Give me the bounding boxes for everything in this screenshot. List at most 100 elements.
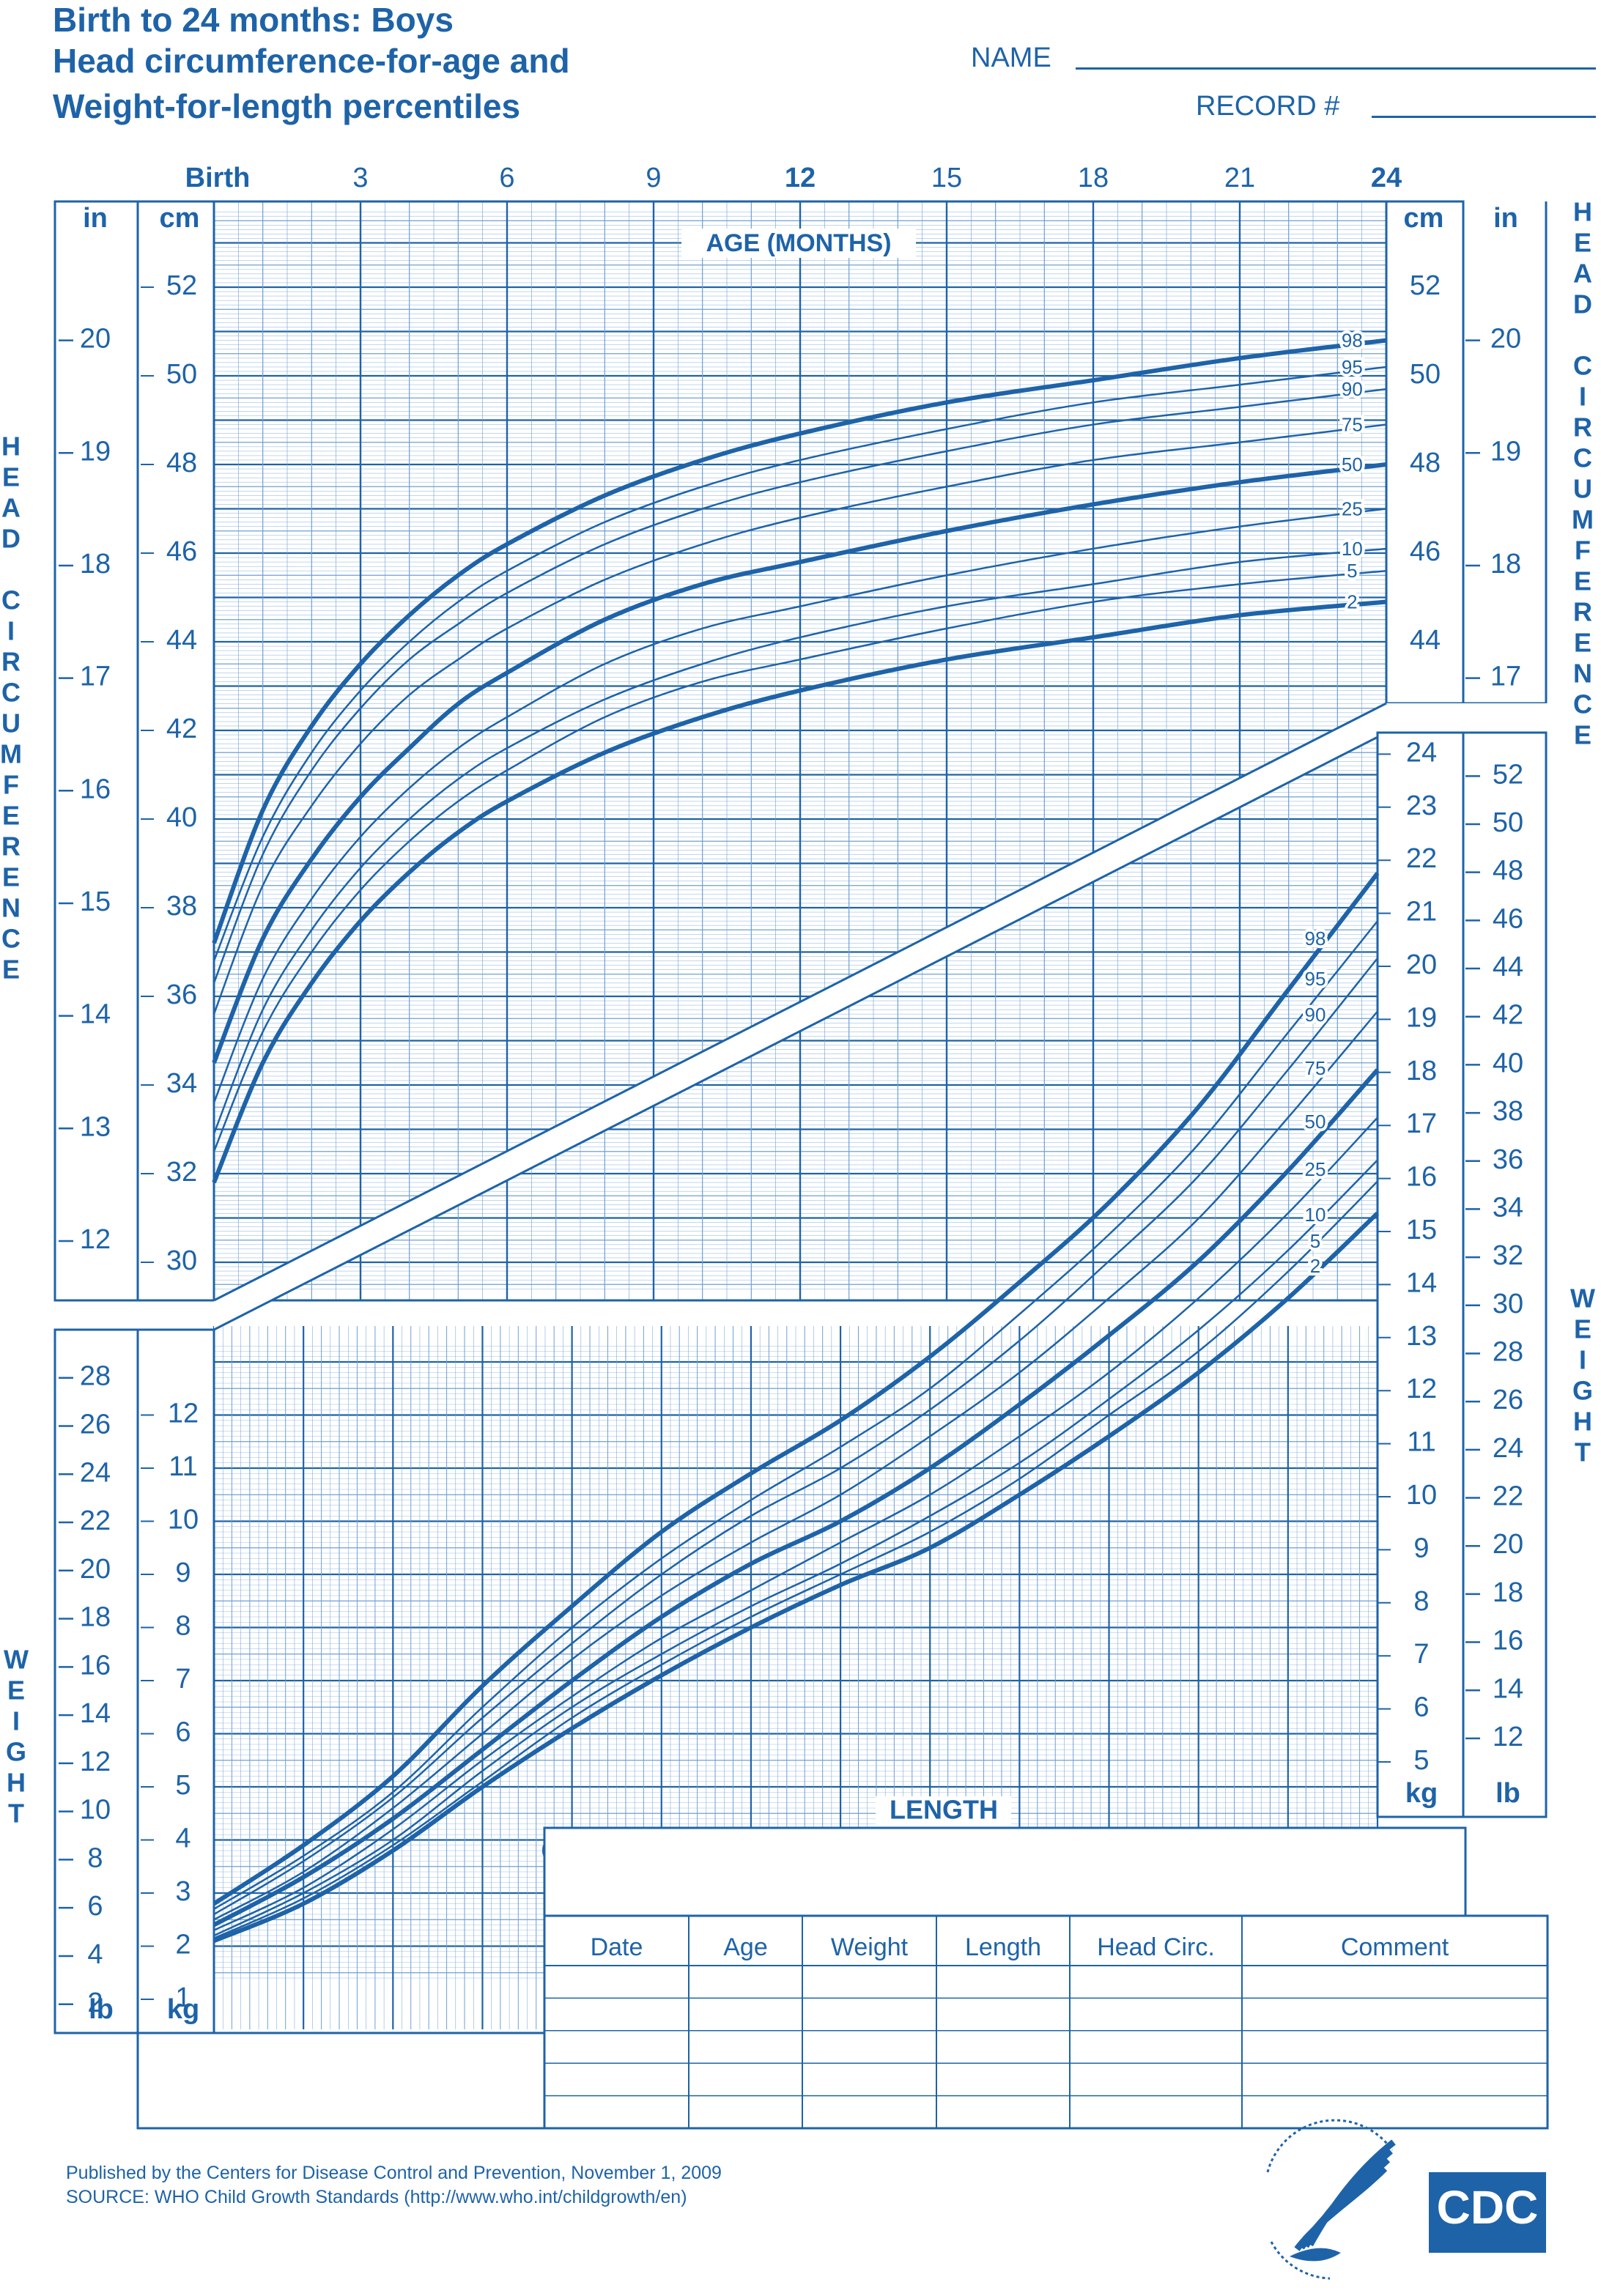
svg-text:I: I bbox=[1579, 1345, 1586, 1375]
length-label-bg bbox=[876, 1796, 1011, 1827]
svg-text:E: E bbox=[2, 801, 20, 831]
wt-kg-tick-right-24: 24 bbox=[1406, 737, 1437, 768]
age-axis-label: AGE (MONTHS) bbox=[706, 229, 891, 257]
wt-lb-tick-right-14: 14 bbox=[1493, 1673, 1523, 1704]
table-header-5: Comment bbox=[1341, 1933, 1449, 1961]
svg-text:I: I bbox=[7, 616, 15, 646]
age-tick-3: 3 bbox=[352, 163, 368, 193]
wt-lb-tick-right-50: 50 bbox=[1493, 807, 1523, 838]
hc-cm-tick-left-40: 40 bbox=[166, 802, 197, 833]
wt-kg-tick-right-11: 11 bbox=[1407, 1427, 1435, 1458]
wt-lb-tick-left-22: 22 bbox=[80, 1506, 111, 1536]
hc-curve-p25 bbox=[212, 508, 1387, 1103]
hc-label-p5: 5 bbox=[1347, 560, 1357, 582]
wl-curve-p95 bbox=[213, 920, 1378, 1910]
svg-text:M: M bbox=[0, 739, 22, 769]
age-tick-18: 18 bbox=[1078, 163, 1109, 193]
hc-curve-p10 bbox=[212, 547, 1387, 1135]
svg-text:I: I bbox=[12, 1706, 20, 1736]
hc-label-p90: 90 bbox=[1342, 378, 1363, 400]
wt-lb-tick-left-2: 2 bbox=[87, 1988, 103, 2018]
svg-text:N: N bbox=[1, 893, 21, 923]
wl-curve-p98 bbox=[212, 872, 1380, 1906]
hc-cm-tick-left-30: 30 bbox=[166, 1245, 197, 1276]
hc-cm-tick-left-52: 52 bbox=[166, 270, 197, 301]
hc-cm-tick-right-44: 44 bbox=[1410, 625, 1441, 656]
age-tick-21: 21 bbox=[1224, 163, 1255, 193]
svg-text:M: M bbox=[1572, 505, 1594, 535]
hc-curve-p50 bbox=[212, 462, 1387, 1064]
source-note: SOURCE: WHO Child Growth Standards (http… bbox=[66, 2187, 687, 2207]
hc-in-tick-right-18: 18 bbox=[1490, 549, 1521, 579]
wt-lb-tick-right-18: 18 bbox=[1493, 1577, 1523, 1608]
wt-kg-tick-left-5: 5 bbox=[175, 1770, 191, 1801]
svg-text:F: F bbox=[1575, 536, 1591, 566]
hc-label-p2: 2 bbox=[1347, 590, 1357, 612]
svg-text:C: C bbox=[1, 585, 21, 615]
svg-text:W: W bbox=[1570, 1284, 1595, 1314]
hc-cm-tick-right-46: 46 bbox=[1410, 536, 1441, 567]
wt-lb-tick-right-26: 26 bbox=[1493, 1385, 1523, 1415]
hc-unit-cm-right: cm bbox=[1404, 203, 1444, 234]
name-label: NAME bbox=[971, 42, 1051, 73]
hhs-eagle-seal-icon bbox=[1266, 2119, 1408, 2280]
wl-curve-p25 bbox=[213, 1116, 1378, 1931]
wt-kg-tick-right-12: 12 bbox=[1406, 1374, 1437, 1404]
wt-lb-tick-left-20: 20 bbox=[80, 1554, 111, 1585]
hc-label-p50: 50 bbox=[1342, 453, 1363, 475]
svg-text:D: D bbox=[1573, 289, 1592, 319]
hc-label-p10: 10 bbox=[1342, 538, 1363, 560]
wl-curve-p90 bbox=[213, 958, 1378, 1916]
wt-kg-tick-right-9: 9 bbox=[1413, 1533, 1429, 1563]
wt-kg-tick-right-19: 19 bbox=[1406, 1002, 1437, 1033]
age-tick-24: 24 bbox=[1371, 163, 1402, 193]
svg-text:E: E bbox=[1574, 228, 1591, 258]
hc-curve-p90 bbox=[212, 388, 1387, 984]
hc-in-tick-left-20: 20 bbox=[80, 324, 111, 355]
table-header-0: Date bbox=[591, 1933, 643, 1961]
age-tick-12: 12 bbox=[785, 163, 816, 193]
hc-curve-p98 bbox=[212, 338, 1387, 944]
wl-label-p75: 75 bbox=[1305, 1057, 1326, 1079]
record-field[interactable] bbox=[1372, 116, 1596, 118]
svg-text:W: W bbox=[4, 1645, 29, 1675]
wt-kg-tick-right-23: 23 bbox=[1406, 790, 1437, 821]
wt-unit-kg-right: kg bbox=[1405, 1778, 1438, 1809]
svg-text:E: E bbox=[1574, 1314, 1591, 1344]
head-circ-frame bbox=[53, 200, 1465, 1302]
wt-lb-tick-right-38: 38 bbox=[1493, 1096, 1523, 1127]
hc-in-tick-left-14: 14 bbox=[80, 999, 111, 1030]
svg-text:I: I bbox=[1579, 382, 1586, 412]
name-field[interactable] bbox=[1076, 67, 1596, 70]
age-tick-Birth: Birth bbox=[185, 163, 251, 193]
svg-text:R: R bbox=[1573, 412, 1592, 442]
wt-lb-tick-right-16: 16 bbox=[1493, 1626, 1523, 1656]
svg-text:H: H bbox=[1573, 197, 1592, 227]
wl-label-p98: 98 bbox=[1305, 927, 1326, 949]
wt-lb-tick-left-14: 14 bbox=[80, 1698, 111, 1729]
svg-text:R: R bbox=[1573, 597, 1592, 627]
svg-text:G: G bbox=[1572, 1376, 1593, 1406]
wt-unit-lb-right: lb bbox=[1495, 1778, 1520, 1809]
wt-kg-tick-left-10: 10 bbox=[168, 1505, 199, 1536]
age-tick-15: 15 bbox=[931, 163, 962, 193]
table-header-3: Length bbox=[965, 1933, 1041, 1961]
wt-kg-tick-right-10: 10 bbox=[1406, 1480, 1437, 1511]
hc-in-tick-right-17: 17 bbox=[1490, 662, 1521, 692]
svg-text:C: C bbox=[1573, 689, 1592, 719]
hc-cm-tick-left-46: 46 bbox=[166, 536, 197, 567]
separator-line-upper bbox=[213, 702, 1387, 1302]
hc-cm-tick-left-48: 48 bbox=[166, 448, 197, 478]
title-line-2: Head circumference-for-age and bbox=[53, 42, 570, 80]
hc-curve-p2 bbox=[212, 599, 1387, 1184]
svg-text:A: A bbox=[1573, 259, 1592, 289]
wl-curve-p75 bbox=[213, 1010, 1378, 1921]
wt-lb-tick-right-48: 48 bbox=[1493, 856, 1523, 886]
hc-in-tick-left-15: 15 bbox=[80, 886, 111, 917]
svg-text:T: T bbox=[1575, 1437, 1591, 1467]
hc-in-tick-left-16: 16 bbox=[80, 774, 111, 804]
wt-kg-tick-left-11: 11 bbox=[169, 1451, 197, 1482]
